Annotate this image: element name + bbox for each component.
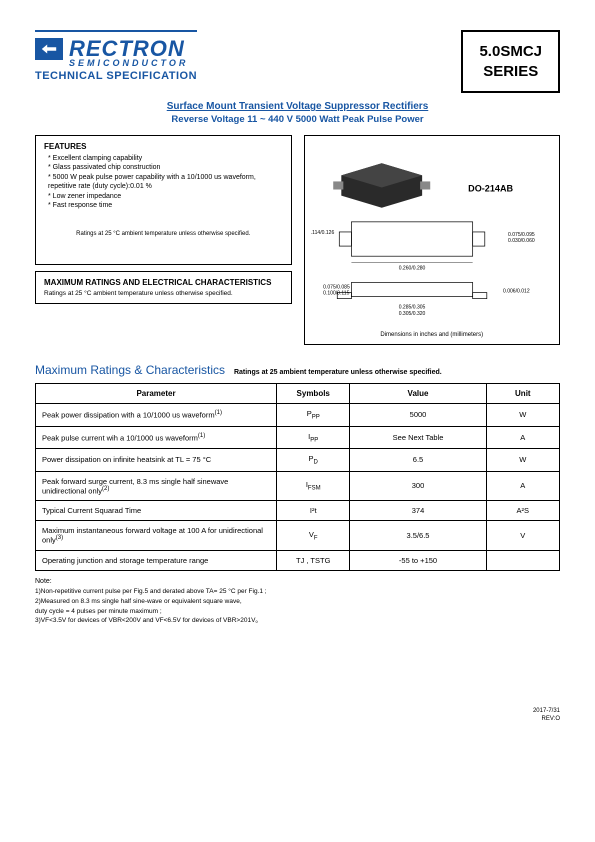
cell-value: 374 [350,501,486,521]
cell-unit: V [486,521,559,551]
table-header-row: Parameter Symbols Value Unit [36,384,560,404]
tech-spec-label: TECHNICAL SPECIFICATION [35,70,197,82]
ratings-table: Parameter Symbols Value Unit Peak power … [35,383,560,571]
table-row: Power dissipation on infinite heatsink a… [36,449,560,472]
svg-text:0.114/0.126: 0.114/0.126 [311,230,334,236]
logo-sub: SEMICONDUCTOR [69,58,197,68]
col-symbols: Symbols [277,384,350,404]
logo-block: RECTRON SEMICONDUCTOR TECHNICAL SPECIFIC… [35,30,197,82]
cell-value: 5000 [350,404,486,427]
cell-symbol: VF [277,521,350,551]
series-line2: SERIES [479,62,542,82]
table-row: Operating junction and storage temperatu… [36,550,560,570]
footnotes: Note: 1)Non-repetitive current pulse per… [35,577,560,627]
footnote-line: 3)VF<3.5V for devices of VBR<200V and VF… [35,616,560,626]
feature-item: Low zener impedance [48,192,283,201]
feature-item: Fast response time [48,201,283,210]
ratings-subtitle: Ratings at 25 ambient temperature unless… [234,369,442,376]
footnote-line: duty cycle = 4 pulses per minute maximum… [35,607,560,617]
cell-unit [486,550,559,570]
footer-rev: REV:O [533,716,560,724]
cell-symbol: I²t [277,501,350,521]
max-ratings-note: Ratings at 25 °C ambient temperature unl… [44,290,283,297]
table-row: Peak forward surge current, 8.3 ms singl… [36,471,560,501]
footer-meta: 2017-7/31 REV:O [533,708,560,724]
cell-parameter: Peak power dissipation with a 10/1000 us… [36,404,277,427]
footnote-head: Note: [35,577,560,588]
feature-item: Excellent clamping capability [48,154,283,163]
package-outline-svg: DO-214AB 0.260/0.280 0.114/0.126 0.075/0… [311,142,554,332]
features-list: Excellent clamping capabilityGlass passi… [44,154,283,211]
table-row: Typical Current Squarad TimeI²t374A²S [36,501,560,521]
col-parameter: Parameter [36,384,277,404]
cell-value: See Next Table [350,426,486,449]
svg-text:0.006/0.012: 0.006/0.012 [502,289,529,295]
ratings-section-header: Maximum Ratings & Characteristics Rating… [35,363,560,377]
cell-value: 6.5 [350,449,486,472]
max-ratings-box: MAXIMUM RATINGS AND ELECTRICAL CHARACTER… [35,271,292,304]
series-box: 5.0SMCJ SERIES [461,30,560,93]
svg-text:0.305/0.320: 0.305/0.320 [398,311,425,317]
features-note: Ratings at 25 °C ambient temperature unl… [44,231,283,237]
table-row: Maximum instantaneous forward voltage at… [36,521,560,551]
product-subtitle: Reverse Voltage 11 ~ 440 V 5000 Watt Pea… [35,114,560,125]
ratings-title: Maximum Ratings & Characteristics [35,363,225,377]
features-box: FEATURES Excellent clamping capabilityGl… [35,135,292,265]
features-heading: FEATURES [44,142,283,151]
header-rule [35,30,197,32]
cell-value: 3.5/6.5 [350,521,486,551]
cell-symbol: PD [277,449,350,472]
table-row: Peak power dissipation with a 10/1000 us… [36,404,560,427]
series-line1: 5.0SMCJ [479,42,542,62]
cell-parameter: Peak forward surge current, 8.3 ms singl… [36,471,277,501]
cell-symbol: TJ , TSTG [277,550,350,570]
cell-unit: W [486,404,559,427]
product-title: Surface Mount Transient Voltage Suppress… [35,101,560,112]
col-value: Value [350,384,486,404]
feature-item: 5000 W peak pulse power capability with … [48,173,283,192]
cell-unit: A [486,426,559,449]
left-column: FEATURES Excellent clamping capabilityGl… [35,135,292,345]
cell-unit: A²S [486,501,559,521]
two-column-row: FEATURES Excellent clamping capabilityGl… [35,135,560,345]
svg-text:0.260/0.280: 0.260/0.280 [398,265,425,271]
right-column: DO-214AB 0.260/0.280 0.114/0.126 0.075/0… [304,135,561,345]
table-row: Peak pulse current wih a 10/1000 us wave… [36,426,560,449]
cell-parameter: Typical Current Squarad Time [36,501,277,521]
cell-symbol: IPP [277,426,350,449]
cell-parameter: Operating junction and storage temperatu… [36,550,277,570]
cell-unit: W [486,449,559,472]
cell-parameter: Peak pulse current wih a 10/1000 us wave… [36,426,277,449]
rectron-logo-icon [35,38,63,60]
cell-parameter: Maximum instantaneous forward voltage at… [36,521,277,551]
footnote-line: 1)Non-repetitive current pulse per Fig.5… [35,587,560,597]
package-diagram-box: DO-214AB 0.260/0.280 0.114/0.126 0.075/0… [304,135,561,345]
feature-item: Glass passivated chip construction [48,163,283,172]
max-ratings-heading: MAXIMUM RATINGS AND ELECTRICAL CHARACTER… [44,278,283,287]
title-block: Surface Mount Transient Voltage Suppress… [35,101,560,125]
cell-symbol: IFSM [277,471,350,501]
dimensions-caption: Dimensions in inches and (millimeters) [380,332,483,338]
svg-text:0.030/0.060: 0.030/0.060 [508,238,535,244]
col-unit: Unit [486,384,559,404]
svg-text:0.100/0.115: 0.100/0.115 [323,291,349,297]
cell-symbol: PPP [277,404,350,427]
footer-date: 2017-7/31 [533,708,560,716]
header: RECTRON SEMICONDUCTOR TECHNICAL SPECIFIC… [35,30,560,93]
footnote-line: 2)Measured on 8.3 ms single half sine-wa… [35,597,560,607]
cell-parameter: Power dissipation on infinite heatsink a… [36,449,277,472]
package-code-text: DO-214AB [468,184,513,194]
cell-value: 300 [350,471,486,501]
cell-value: -55 to +150 [350,550,486,570]
cell-unit: A [486,471,559,501]
